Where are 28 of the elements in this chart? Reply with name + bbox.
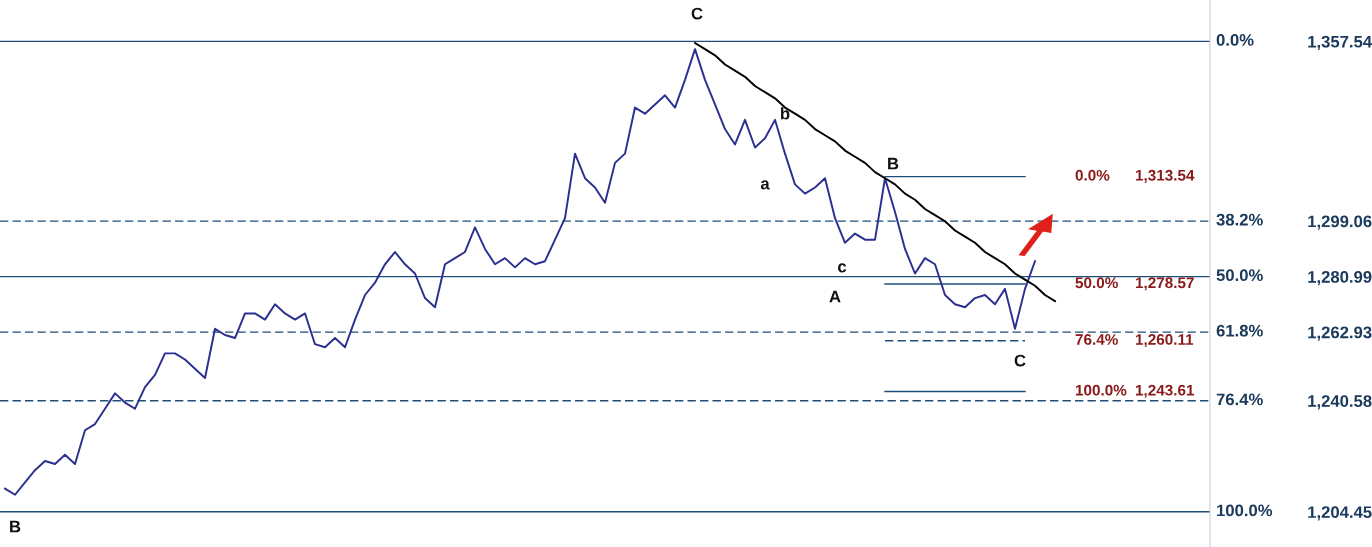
y-tick-label: 1,262.93 [1308,326,1372,341]
text: 100.0% [1075,384,1127,396]
text: 61.8% [1216,324,1263,337]
y-tick-label: 1,299.06 [1308,215,1372,230]
annotation: 1,278.57 [1135,277,1194,291]
annotation: 1,313.54 [1135,169,1195,183]
text: 100.0% [1217,504,1273,517]
y-tick-label: 1,240.58 [1308,395,1372,410]
annotation: c [838,263,847,273]
text: 76.4% [1075,334,1118,345]
text: 0.0% [1216,34,1254,46]
y-tick-label: 1,204.45 [1308,506,1372,521]
annotation: C [691,7,703,20]
annotation: A [829,290,841,303]
annotation: 1,243.61 [1135,384,1195,398]
annotation: B [10,520,21,533]
text: 50.0% [1216,269,1263,282]
text: 38.2% [1216,213,1263,226]
text: 76.4% [1216,393,1263,406]
annotation: b [781,107,790,120]
text: 50.0% [1075,277,1118,289]
y-tick-label: 1,280.99 [1308,271,1372,286]
annotation: a [760,180,770,190]
annotation: B [888,157,899,170]
y-tick-label: 1,357.54 [1308,35,1372,50]
annotation: 1,260.11 [1135,334,1194,348]
annotation: C [1014,354,1026,367]
text: 0.0% [1075,169,1110,181]
